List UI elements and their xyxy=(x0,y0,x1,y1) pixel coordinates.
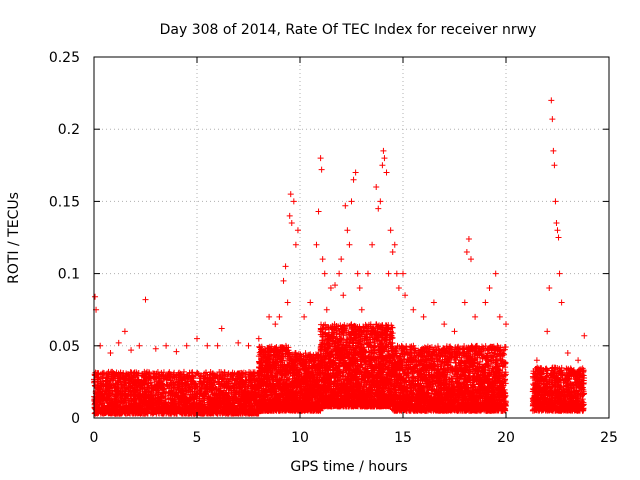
data-points xyxy=(91,97,588,417)
grid xyxy=(94,57,609,418)
chart-title: Day 308 of 2014, Rate Of TEC Index for r… xyxy=(160,22,537,38)
data-series xyxy=(91,97,588,417)
